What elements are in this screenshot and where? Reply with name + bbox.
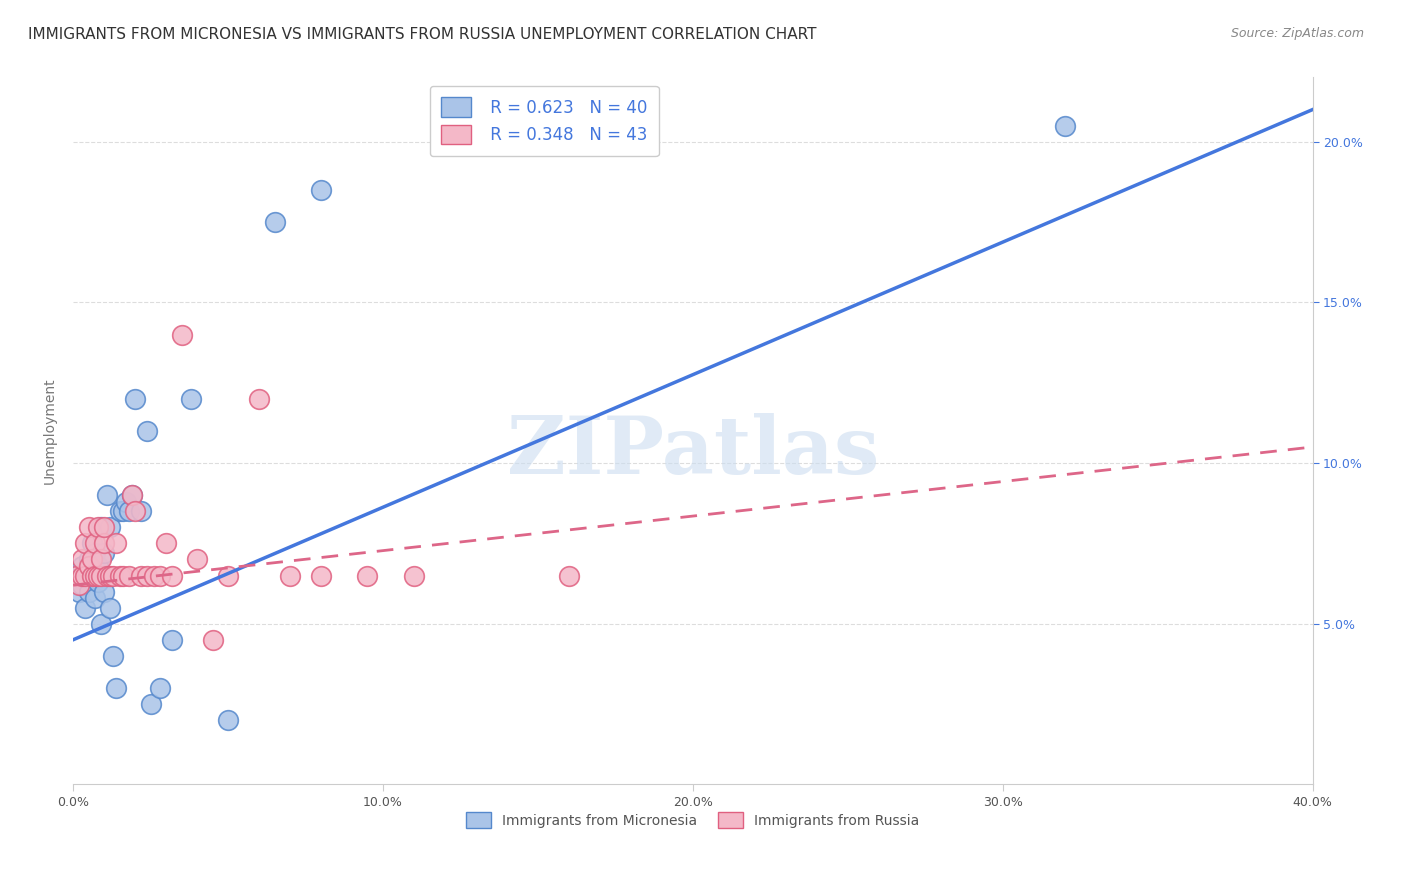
Point: [75, 568, 97, 582]
Point: [96, 568, 118, 582]
Point: [96, 488, 118, 502]
Text: IMMIGRANTS FROM MICRONESIA VS IMMIGRANTS FROM RUSSIA UNEMPLOYMENT CORRELATION CH: IMMIGRANTS FROM MICRONESIA VS IMMIGRANTS…: [28, 27, 817, 42]
Point: [72, 568, 94, 582]
Point: [80, 568, 103, 582]
Point: [108, 504, 131, 518]
Point: [98, 520, 121, 534]
Point: [309, 568, 332, 582]
Point: [98, 568, 121, 582]
Point: [75, 600, 97, 615]
Point: [77, 520, 100, 534]
Point: [124, 504, 146, 518]
Point: [217, 568, 239, 582]
Point: [77, 558, 100, 573]
Point: [83, 546, 105, 560]
Point: [105, 681, 128, 695]
Legend: Immigrants from Micronesia, Immigrants from Russia: Immigrants from Micronesia, Immigrants f…: [461, 807, 925, 834]
Point: [90, 568, 112, 582]
Point: [1053, 119, 1076, 133]
Point: [402, 568, 425, 582]
Point: [111, 504, 134, 518]
Point: [186, 552, 208, 566]
Point: [149, 681, 172, 695]
Point: [87, 558, 110, 573]
Point: [142, 568, 165, 582]
Point: [93, 568, 115, 582]
Point: [90, 616, 112, 631]
Point: [105, 536, 128, 550]
Point: [65, 568, 87, 582]
Point: [139, 697, 162, 711]
Point: [309, 183, 332, 197]
Point: [356, 568, 378, 582]
Point: [111, 568, 134, 582]
Point: [65, 568, 87, 582]
Point: [121, 488, 143, 502]
Point: [201, 632, 224, 647]
Point: [75, 536, 97, 550]
Y-axis label: Unemployment: Unemployment: [44, 377, 58, 484]
Point: [83, 536, 105, 550]
Point: [72, 552, 94, 566]
Point: [72, 558, 94, 573]
Point: [80, 568, 103, 582]
Point: [129, 568, 152, 582]
Point: [217, 713, 239, 727]
Point: [108, 568, 131, 582]
Point: [103, 648, 125, 663]
Point: [180, 392, 202, 406]
Point: [118, 568, 141, 582]
Point: [80, 552, 103, 566]
Point: [72, 578, 94, 592]
Point: [93, 520, 115, 534]
Point: [118, 504, 141, 518]
Point: [75, 568, 97, 582]
Point: [83, 591, 105, 605]
Point: [136, 568, 159, 582]
Point: [93, 546, 115, 560]
Point: [67, 578, 90, 592]
Point: [93, 536, 115, 550]
Point: [162, 632, 184, 647]
Point: [278, 568, 301, 582]
Text: Source: ZipAtlas.com: Source: ZipAtlas.com: [1230, 27, 1364, 40]
Point: [162, 568, 184, 582]
Point: [80, 536, 103, 550]
Point: [103, 568, 125, 582]
Point: [77, 584, 100, 599]
Point: [149, 568, 172, 582]
Point: [98, 600, 121, 615]
Point: [77, 552, 100, 566]
Point: [114, 494, 136, 508]
Point: [247, 392, 270, 406]
Point: [67, 584, 90, 599]
Point: [90, 552, 112, 566]
Point: [83, 568, 105, 582]
Point: [558, 568, 581, 582]
Point: [170, 327, 193, 342]
Point: [87, 574, 110, 589]
Point: [87, 520, 110, 534]
Point: [121, 488, 143, 502]
Point: [129, 504, 152, 518]
Point: [90, 520, 112, 534]
Point: [124, 392, 146, 406]
Point: [87, 568, 110, 582]
Point: [93, 584, 115, 599]
Point: [136, 424, 159, 438]
Point: [263, 215, 285, 229]
Text: ZIPatlas: ZIPatlas: [506, 413, 879, 491]
Point: [155, 536, 177, 550]
